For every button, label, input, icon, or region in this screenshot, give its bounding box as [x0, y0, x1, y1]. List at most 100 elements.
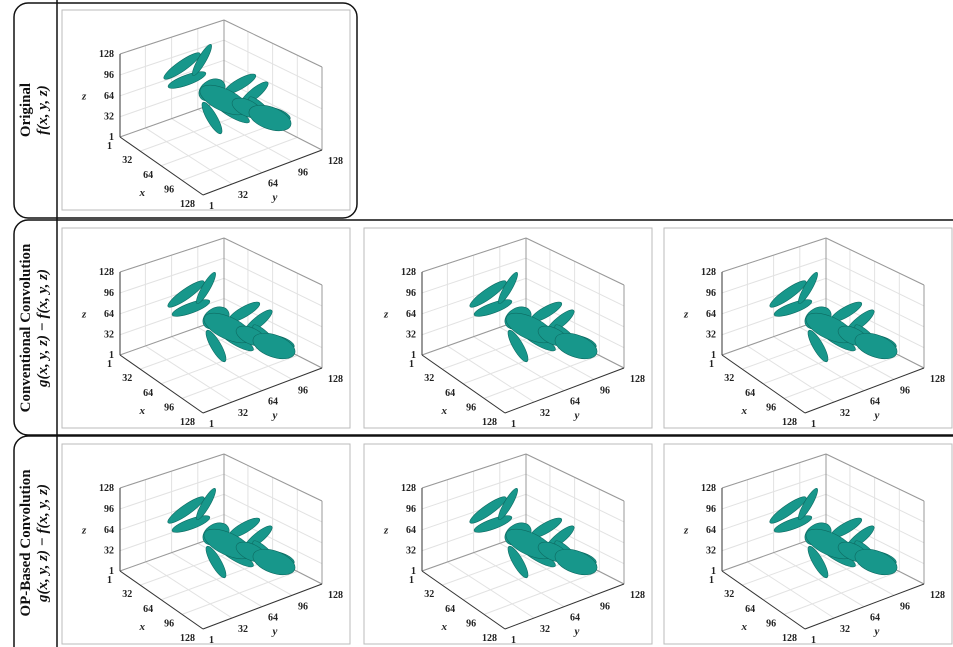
z-tick-label: 96	[104, 288, 114, 299]
x-tick-label: 1	[409, 359, 414, 370]
x-tick-label: 96	[766, 618, 776, 629]
panel-frame	[62, 444, 350, 644]
x-tick-label: 64	[445, 388, 455, 399]
z-tick-label: 96	[104, 504, 114, 515]
y-tick-label: 128	[630, 590, 645, 601]
y-axis-label: y	[271, 192, 278, 204]
row-formula: f(x, y, z)	[35, 85, 51, 134]
z-tick-label: 32	[706, 330, 716, 341]
x-axis-label: x	[441, 405, 448, 417]
x-tick-label: 64	[143, 388, 153, 399]
x-tick-label: 128	[180, 417, 195, 428]
x-tick-label: 32	[122, 373, 132, 384]
x-tick-label: 64	[745, 388, 755, 399]
y-axis-label: y	[873, 410, 880, 422]
y-tick-label: 128	[930, 590, 945, 601]
z-tick-label: 128	[401, 483, 416, 494]
plot-panel: 111323232646464969696128128128zxy	[664, 444, 952, 646]
z-tick-label: 32	[406, 546, 416, 557]
x-tick-label: 128	[782, 633, 797, 644]
row-title: Conventional Convolution	[18, 243, 34, 412]
x-tick-label: 128	[782, 417, 797, 428]
y-tick-label: 128	[328, 156, 343, 167]
y-tick-label: 1	[209, 635, 214, 646]
z-tick-label: 64	[706, 309, 716, 320]
y-tick-label: 64	[570, 397, 580, 408]
x-tick-label: 128	[180, 633, 195, 644]
z-tick-label: 128	[701, 267, 716, 278]
z-tick-label: 64	[406, 309, 416, 320]
z-tick-label: 128	[401, 267, 416, 278]
z-tick-label: 96	[706, 504, 716, 515]
y-tick-label: 64	[268, 613, 278, 624]
y-axis-label: y	[271, 410, 278, 422]
x-tick-label: 96	[466, 402, 476, 413]
z-tick-label: 64	[406, 525, 416, 536]
x-tick-label: 1	[107, 575, 112, 586]
z-tick-label: 64	[104, 91, 114, 102]
z-tick-label: 128	[99, 483, 114, 494]
z-tick-label: 32	[406, 330, 416, 341]
x-tick-label: 128	[482, 633, 497, 644]
y-tick-label: 96	[600, 601, 610, 612]
y-tick-label: 96	[900, 385, 910, 396]
x-tick-label: 1	[409, 575, 414, 586]
y-axis-label: y	[873, 626, 880, 638]
y-axis-label: y	[271, 626, 278, 638]
y-tick-label: 128	[328, 374, 343, 385]
x-tick-label: 32	[724, 589, 734, 600]
x-tick-label: 1	[709, 359, 714, 370]
y-axis-label: y	[573, 410, 580, 422]
x-tick-label: 96	[164, 402, 174, 413]
y-tick-label: 32	[540, 624, 550, 635]
z-axis-label: z	[683, 525, 689, 537]
z-axis-label: z	[383, 525, 389, 537]
z-axis-label: z	[383, 309, 389, 321]
y-tick-label: 64	[268, 397, 278, 408]
x-tick-label: 64	[143, 170, 153, 181]
y-tick-label: 96	[298, 385, 308, 396]
x-tick-label: 128	[180, 199, 195, 210]
x-tick-label: 96	[466, 618, 476, 629]
y-tick-label: 128	[328, 590, 343, 601]
z-tick-label: 96	[104, 70, 114, 81]
z-tick-label: 64	[104, 525, 114, 536]
x-axis-label: x	[741, 621, 748, 633]
row-title: Original	[18, 83, 34, 137]
x-tick-label: 96	[164, 184, 174, 195]
x-axis-label: x	[139, 187, 146, 199]
z-tick-label: 64	[104, 309, 114, 320]
x-axis-label: x	[741, 405, 748, 417]
x-axis-label: x	[441, 621, 448, 633]
y-tick-label: 96	[600, 385, 610, 396]
row-formula: g(x, y, z) − f(x, y, z)	[35, 269, 51, 388]
y-tick-label: 32	[840, 624, 850, 635]
panel-frame	[62, 228, 350, 428]
z-tick-label: 64	[706, 525, 716, 536]
x-tick-label: 64	[445, 604, 455, 615]
panel-frame	[664, 228, 952, 428]
y-axis-label: y	[573, 626, 580, 638]
y-tick-label: 32	[840, 408, 850, 419]
x-tick-label: 32	[724, 373, 734, 384]
y-tick-label: 128	[630, 374, 645, 385]
z-tick-label: 32	[104, 546, 114, 557]
plot-panel: 111323232646464969696128128128zxy	[364, 444, 652, 646]
row-title: OP-Based Convolution	[18, 469, 34, 617]
x-tick-label: 32	[122, 155, 132, 166]
figure: Original f(x, y, z) Conventional Convolu…	[0, 0, 953, 647]
x-tick-label: 32	[122, 589, 132, 600]
x-tick-label: 32	[424, 589, 434, 600]
y-tick-label: 64	[268, 179, 278, 190]
x-tick-label: 64	[745, 604, 755, 615]
y-tick-label: 1	[209, 201, 214, 212]
y-tick-label: 1	[811, 419, 816, 430]
z-tick-label: 96	[406, 504, 416, 515]
z-tick-label: 128	[701, 483, 716, 494]
z-axis-label: z	[81, 91, 87, 103]
y-tick-label: 1	[511, 419, 516, 430]
y-tick-label: 1	[811, 635, 816, 646]
z-tick-label: 32	[706, 546, 716, 557]
y-tick-label: 1	[511, 635, 516, 646]
